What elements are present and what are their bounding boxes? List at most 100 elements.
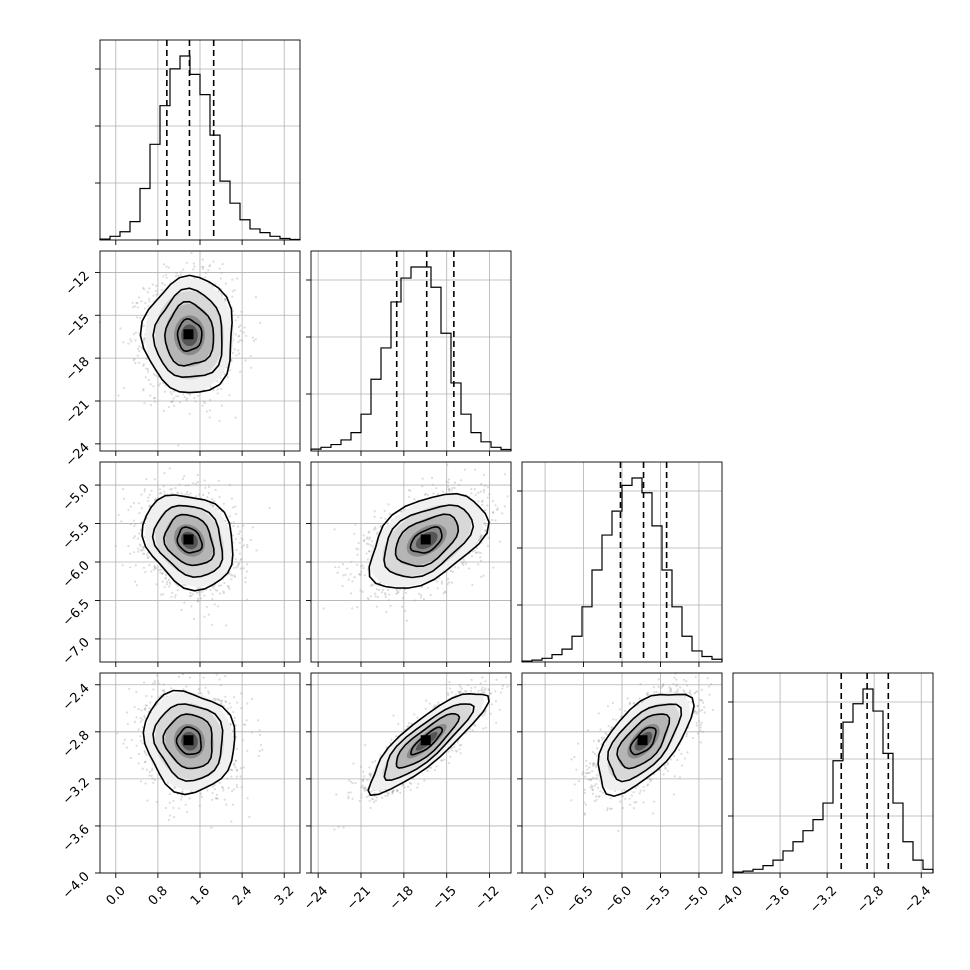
sample-point bbox=[142, 364, 145, 367]
sample-point bbox=[137, 550, 140, 553]
sample-point bbox=[195, 592, 198, 595]
sample-point bbox=[140, 300, 143, 303]
sample-point bbox=[356, 605, 359, 609]
sample-point bbox=[446, 583, 449, 586]
sample-point bbox=[239, 329, 242, 332]
sample-point bbox=[192, 268, 195, 271]
sample-point bbox=[185, 398, 188, 401]
sample-point bbox=[219, 377, 222, 380]
sample-point bbox=[174, 487, 177, 490]
sample-point bbox=[447, 481, 450, 484]
sample-point bbox=[162, 593, 165, 596]
sample-point bbox=[373, 515, 376, 519]
sample-point bbox=[146, 368, 150, 371]
sample-point bbox=[185, 261, 188, 264]
sample-point bbox=[239, 530, 242, 533]
sample-point bbox=[190, 605, 193, 608]
sample-point bbox=[450, 489, 453, 492]
histogram-1 bbox=[310, 266, 512, 451]
sample-point bbox=[254, 338, 257, 341]
sample-point bbox=[367, 543, 370, 546]
sample-point bbox=[217, 479, 220, 482]
sample-point bbox=[251, 336, 255, 339]
sample-point bbox=[380, 591, 384, 594]
scatter-panel-2-0: −7.0−6.5−6.0−5.5−5.0 bbox=[60, 461, 301, 668]
sample-point bbox=[453, 481, 457, 484]
sample-point bbox=[422, 598, 425, 601]
sample-point bbox=[171, 591, 174, 594]
sample-point bbox=[155, 293, 158, 296]
sample-point bbox=[188, 412, 191, 415]
sample-point bbox=[163, 472, 166, 475]
sample-point bbox=[119, 327, 122, 330]
sample-point bbox=[136, 354, 139, 357]
sample-point bbox=[162, 275, 165, 278]
sample-point bbox=[234, 319, 237, 322]
sample-point bbox=[155, 284, 158, 287]
sample-point bbox=[143, 488, 146, 491]
sample-point bbox=[197, 599, 200, 603]
sample-point bbox=[480, 575, 483, 579]
sample-point bbox=[480, 482, 483, 486]
sample-point bbox=[451, 581, 454, 584]
sample-point bbox=[214, 488, 217, 491]
sample-point bbox=[151, 283, 154, 286]
sample-point bbox=[207, 491, 210, 495]
sample-point bbox=[221, 263, 224, 266]
sample-point bbox=[198, 493, 201, 496]
sample-point bbox=[163, 263, 166, 266]
sample-point bbox=[395, 592, 398, 595]
sample-point bbox=[224, 299, 227, 302]
sample-point bbox=[183, 396, 186, 399]
sample-point bbox=[233, 289, 236, 292]
sample-point bbox=[235, 548, 238, 552]
sample-point bbox=[206, 496, 209, 499]
sample-point bbox=[435, 487, 438, 490]
sample-point bbox=[372, 528, 375, 531]
sample-point bbox=[358, 572, 361, 576]
sample-point bbox=[366, 597, 369, 600]
sample-point bbox=[230, 359, 233, 362]
sample-point bbox=[388, 593, 391, 596]
sample-point bbox=[129, 552, 132, 555]
sample-point bbox=[239, 339, 242, 342]
y-tick-label: −5.5 bbox=[60, 520, 93, 553]
sample-point bbox=[245, 570, 248, 573]
sample-point bbox=[447, 478, 451, 481]
sample-point bbox=[375, 605, 378, 608]
sample-point bbox=[232, 566, 235, 570]
sample-point bbox=[483, 488, 486, 491]
sample-point bbox=[175, 395, 178, 398]
sample-point bbox=[197, 590, 200, 594]
sample-point bbox=[385, 611, 388, 614]
sample-point bbox=[138, 345, 141, 348]
sample-point bbox=[474, 493, 477, 496]
sample-point bbox=[122, 488, 125, 491]
sample-point bbox=[180, 271, 183, 274]
sample-point bbox=[170, 595, 173, 598]
y-tick-label: −12 bbox=[63, 269, 93, 299]
sample-point bbox=[201, 590, 204, 594]
scatter-panel-2-1 bbox=[306, 461, 512, 667]
sample-point bbox=[203, 615, 206, 618]
sample-point bbox=[232, 506, 235, 509]
sample-point bbox=[224, 624, 228, 627]
sample-point bbox=[245, 334, 248, 337]
sample-point bbox=[451, 570, 454, 573]
sample-point bbox=[173, 404, 176, 407]
sample-point bbox=[142, 389, 145, 392]
sample-point bbox=[219, 592, 222, 595]
sample-point bbox=[237, 349, 240, 352]
sample-point bbox=[146, 556, 149, 560]
sample-point bbox=[134, 522, 137, 525]
sample-point bbox=[140, 493, 143, 496]
sample-point bbox=[120, 520, 123, 523]
sample-point bbox=[232, 521, 235, 524]
sample-point bbox=[176, 589, 179, 592]
sample-point bbox=[228, 515, 231, 518]
sample-point bbox=[242, 331, 245, 334]
sample-point bbox=[147, 378, 150, 382]
sample-point bbox=[374, 595, 377, 598]
sample-point bbox=[117, 394, 120, 397]
sample-point bbox=[139, 544, 142, 547]
